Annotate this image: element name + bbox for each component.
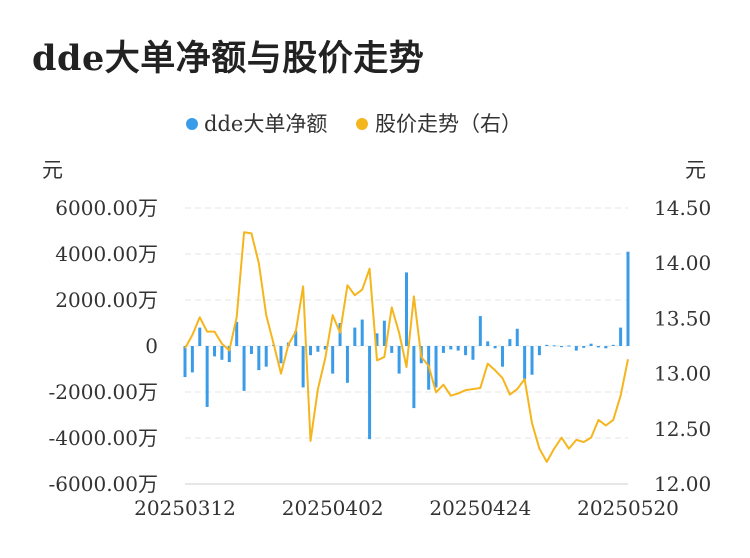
dde-bar: [574, 346, 578, 351]
dde-bar: [360, 319, 364, 346]
dde-bar: [301, 346, 305, 388]
dde-bar: [213, 346, 217, 357]
dde-bar: [309, 346, 313, 356]
legend[interactable]: dde大单净额 股价走势（右）: [186, 112, 522, 136]
dde-bar: [515, 328, 519, 346]
dde-bar: [449, 346, 453, 350]
dde-bar: [257, 346, 261, 371]
dde-bar: [264, 346, 268, 367]
dde-bar: [190, 346, 194, 373]
dde-bar: [486, 341, 490, 346]
x-axis-tick-label: 20250520: [577, 496, 679, 520]
dde-bar: [500, 346, 504, 367]
dde-bar: [205, 346, 209, 407]
left-axis-tick-label: 6000.00万: [55, 196, 158, 220]
dde-bar: [382, 320, 386, 346]
dde-bar: [596, 346, 600, 348]
dde-bar: [323, 346, 327, 350]
dde-bar: [523, 346, 527, 380]
dde-bar: [560, 346, 564, 348]
legend-marker-bar: [186, 118, 198, 130]
dde-bar: [456, 346, 460, 351]
dde-bar: [611, 344, 615, 346]
right-axis-tick-labels: 14.50 14.00 13.50 13.00 12.50 12.00: [654, 196, 711, 496]
x-axis-tick-label: 20250402: [282, 496, 384, 520]
dde-bar: [412, 346, 416, 409]
dde-bar: [331, 346, 335, 374]
left-axis-tick-label: -4000.00万: [49, 426, 158, 450]
dde-bar: [464, 346, 468, 356]
dde-bar: [235, 321, 239, 346]
x-axis-tick-label: 20250312: [134, 496, 236, 520]
dde-bar: [537, 346, 541, 356]
right-axis-unit: 元: [685, 158, 706, 182]
dde-bar: [368, 346, 372, 440]
dde-bar: [338, 323, 342, 346]
right-axis-tick-label: 13.50: [654, 306, 711, 330]
dde-bar: [582, 346, 586, 348]
right-axis-tick-label: 12.00: [654, 472, 711, 496]
dde-bar: [316, 346, 320, 352]
dde-bar: [198, 327, 202, 346]
right-axis-tick-label: 14.50: [654, 196, 711, 220]
dde-bar: [353, 327, 357, 346]
dde-bar: [249, 346, 253, 355]
dde-bar: [279, 346, 283, 364]
dde-bar: [220, 346, 224, 360]
line-series: [184, 231, 629, 463]
dde-bar: [183, 346, 187, 378]
dde-bar: [626, 251, 630, 346]
dde-bar: [552, 345, 556, 347]
legend-marker-line: [356, 118, 368, 130]
left-axis-tick-label: 2000.00万: [55, 288, 158, 312]
left-axis-tick-label: 4000.00万: [55, 242, 158, 266]
dde-bar: [434, 346, 438, 388]
dde-bar: [567, 345, 571, 347]
x-axis-tick-label: 20250424: [429, 496, 531, 520]
left-axis-tick-label: 0: [145, 334, 158, 358]
dde-bar: [441, 346, 445, 353]
dde-bar: [242, 346, 246, 391]
chart-title: dde大单净额与股价走势: [32, 38, 425, 79]
bar-series: [183, 251, 630, 440]
dde-bar: [604, 346, 608, 349]
left-axis-tick-label: -2000.00万: [49, 380, 158, 404]
legend-label-line: 股价走势（右）: [375, 112, 522, 136]
dde-bar: [589, 343, 593, 346]
right-axis-tick-label: 14.00: [654, 251, 711, 275]
legend-label-bar: dde大单净额: [204, 112, 327, 136]
left-axis-unit: 元: [42, 158, 63, 182]
dde-bar: [530, 346, 534, 375]
dde-bar: [478, 316, 482, 346]
dde-bar: [294, 331, 298, 346]
dde-bar: [375, 333, 379, 346]
left-axis-tick-label: -6000.00万: [49, 472, 158, 496]
dde-bar: [493, 346, 497, 349]
dde-bar: [390, 346, 394, 353]
price-line: [184, 231, 629, 463]
dde-bar: [345, 346, 349, 383]
right-axis-tick-label: 12.50: [654, 417, 711, 441]
dde-bar: [227, 346, 231, 363]
dde-bar: [471, 346, 475, 360]
dde-bar: [397, 346, 401, 374]
right-axis-tick-label: 13.00: [654, 362, 711, 386]
dde-bar: [619, 327, 623, 346]
dde-bar: [508, 339, 512, 346]
dde-bar: [545, 344, 549, 346]
x-axis-tick-labels: 20250312 20250402 20250424 20250520: [134, 496, 679, 520]
dde-bar: [405, 272, 408, 346]
left-axis-tick-labels: 6000.00万 4000.00万 2000.00万 0 -2000.00万 -4000.…: [49, 196, 158, 496]
